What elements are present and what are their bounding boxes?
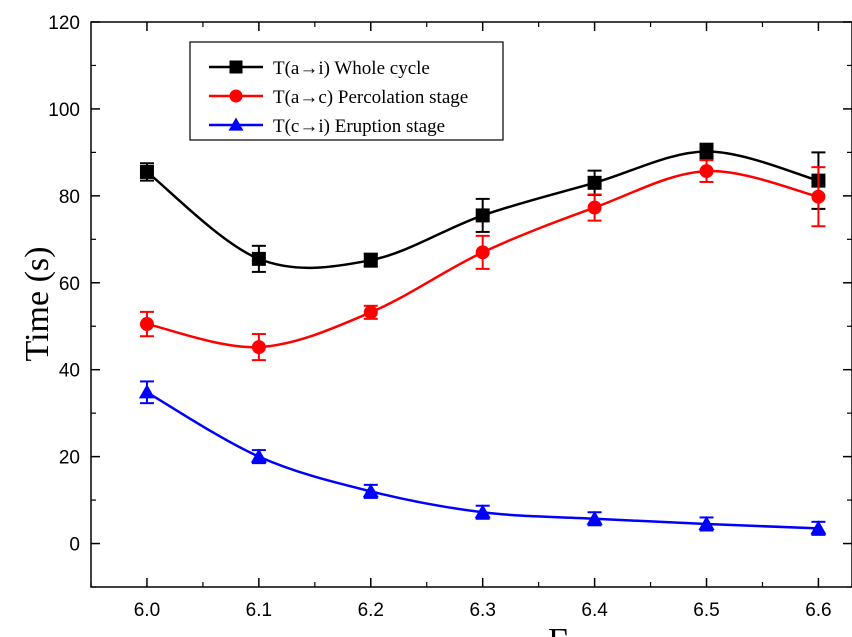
data-point [698,515,715,531]
data-point [139,317,154,332]
data-point [251,251,266,266]
data-point [810,520,827,535]
y-tick-label: 120 [48,13,80,34]
data-point [811,189,826,204]
x-tick-label: 6.0 [134,600,160,621]
x-tick-label: 6.1 [246,600,272,621]
data-point [363,305,378,320]
data-point [475,208,490,223]
data-point [475,245,490,260]
plot-frame [90,21,852,588]
data-point [362,483,379,498]
x-tick-label: 6.6 [805,600,831,621]
data-point [363,253,378,268]
y-tick-label: 20 [59,448,80,469]
data-point [699,144,714,159]
y-tick-label: 60 [59,274,80,295]
legend-marker [229,60,243,74]
legend-label: T(c→i) Eruption stage [273,116,445,137]
x-tick-label: 6.4 [581,600,608,621]
legend-items: T(a→i) Whole cycle T(a→c) Percolation sta… [209,58,468,137]
legend-marker [229,89,243,103]
x-tick-label: 6.2 [358,600,384,621]
legend: T(a→i) Whole cycle T(a→c) Percolation sta… [189,41,504,141]
data-point [587,200,602,215]
legend-label: T(a→c) Percolation stage [273,87,468,108]
data-point [474,504,491,519]
data-point [251,340,266,355]
y-tick-label: 80 [59,187,80,208]
legend-label: T(a→i) Whole cycle [273,58,430,79]
data-point [250,448,267,463]
y-tick-label: 100 [48,100,80,121]
y-tick-label: 0 [69,535,80,556]
legend-box [189,41,504,141]
data-point [139,164,154,179]
data-point [586,510,603,525]
series-layer [138,142,827,536]
data-point [138,384,156,399]
x-axis-title: Γ [548,622,568,637]
data-point [587,175,602,190]
x-tick-label: 6.3 [469,600,495,621]
legend-marker [228,117,244,131]
y-axis-title: Time (s) [19,247,56,362]
series-circle [139,159,826,362]
x-tick-label: 6.5 [693,600,719,621]
axes-layer: 6.0 6.1 6.2 6.3 6.4 6.5 6.6 0 20 40 60 80 100 120 [48,13,852,621]
series-triangle [138,380,827,536]
y-tick-label: 40 [59,361,80,382]
data-point [699,164,714,179]
